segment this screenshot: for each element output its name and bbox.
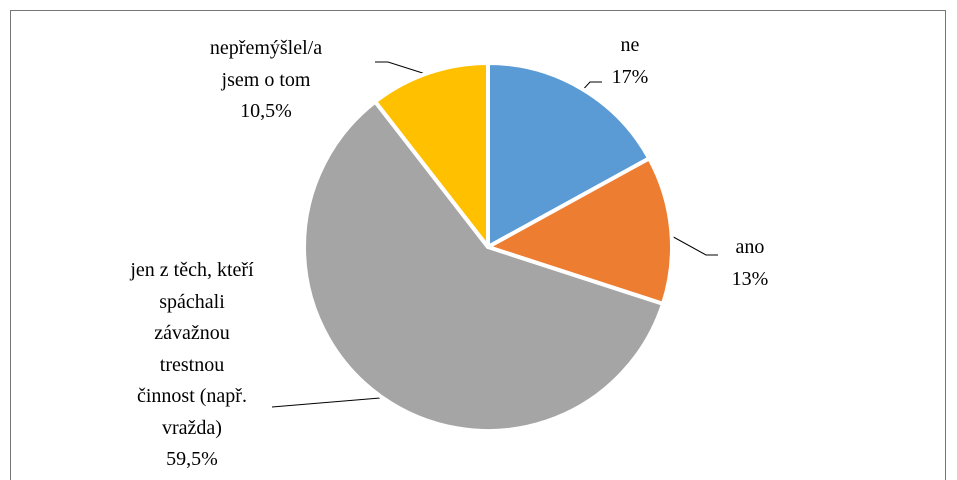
- value-label: 17%: [611, 65, 649, 88]
- leader-lines: [271, 61, 718, 408]
- pie-slice: [373, 61, 490, 249]
- category-label: jen z těch, kteří spáchali závažnou tres…: [130, 259, 254, 439]
- pie-slice: [486, 156, 674, 306]
- value-label: 59,5%: [166, 448, 218, 470]
- pie-slice: [486, 61, 652, 249]
- value-label: 10,5%: [240, 100, 292, 122]
- category-label: ano: [735, 236, 765, 258]
- category-label: nepřemýšlel/a jsem o tom: [209, 37, 323, 91]
- value-label: 13%: [731, 267, 769, 290]
- data-label: jen z těch, kteří spáchali závažnou tres…: [130, 255, 253, 476]
- leader-line: [667, 233, 718, 256]
- data-label: nepřemýšlel/a jsem o tom 10,5%: [210, 33, 322, 128]
- chart-frame: [10, 10, 946, 480]
- leader-line: [271, 397, 381, 408]
- data-label: ano 13%: [732, 232, 769, 295]
- category-label: ne: [620, 34, 640, 56]
- leader-line: [375, 61, 433, 77]
- data-label: ne 17%: [612, 30, 649, 93]
- pie-slice: [302, 99, 665, 433]
